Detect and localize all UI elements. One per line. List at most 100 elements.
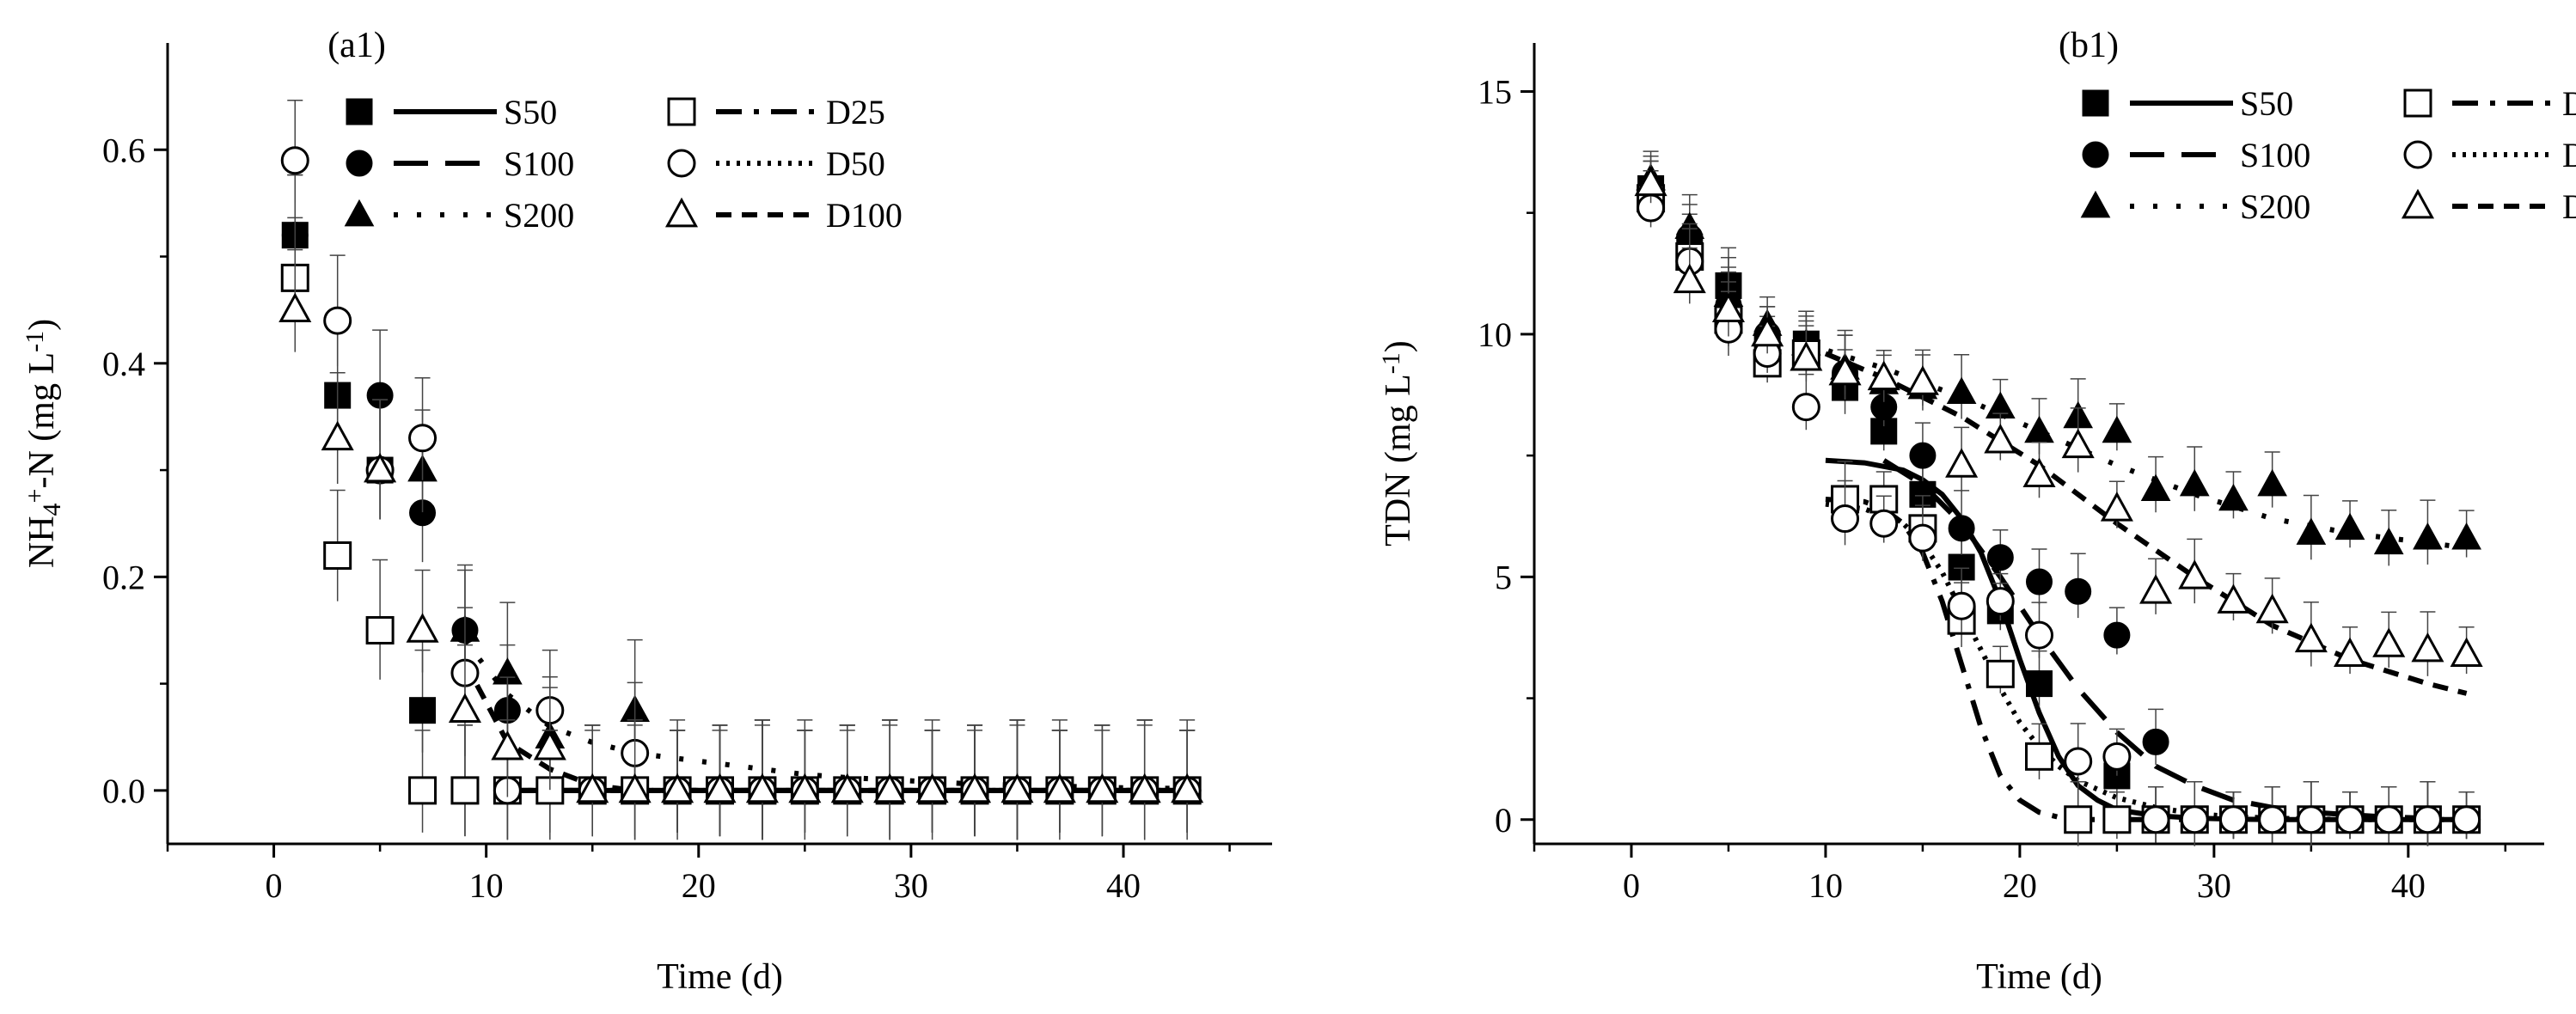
legend-label: S50 <box>504 93 557 131</box>
x-tick-label: 20 <box>682 866 716 905</box>
data-point <box>282 148 308 174</box>
legend-label: S200 <box>504 196 574 235</box>
data-point <box>1949 516 1974 541</box>
y-axis-title: NH4+-N (mg L-1) <box>21 319 66 568</box>
data-point <box>493 733 522 759</box>
series-s50 <box>1638 161 2480 846</box>
data-point <box>2258 596 2286 622</box>
legend-label: S200 <box>2240 187 2310 226</box>
legend-marker <box>346 150 372 176</box>
data-point <box>2414 523 2442 549</box>
data-point <box>2027 743 2053 769</box>
data-point <box>2454 807 2480 833</box>
data-point <box>2260 807 2285 833</box>
data-point <box>452 778 478 803</box>
legend-marker <box>668 200 696 226</box>
y-tick-label: 0.0 <box>102 772 145 810</box>
data-point <box>2337 807 2363 833</box>
data-point <box>1949 593 1974 619</box>
y-tick-label: 5 <box>1495 558 1512 596</box>
legend-marker <box>2083 90 2108 116</box>
data-point <box>2219 485 2248 510</box>
data-point <box>410 698 436 724</box>
y-axis-title-part: -1 <box>1377 352 1405 374</box>
legend-label: S50 <box>2240 84 2293 123</box>
data-point <box>2181 470 2209 496</box>
x-tick-label: 0 <box>266 866 283 905</box>
data-point <box>2025 417 2053 443</box>
x-tick-label: 10 <box>469 866 504 905</box>
x-axis-title: Time (d) <box>657 957 783 997</box>
data-point <box>2065 748 2091 774</box>
data-point <box>2220 807 2246 833</box>
data-point <box>2298 807 2324 833</box>
legend-label: D50 <box>2562 136 2576 174</box>
legend-marker <box>346 99 372 125</box>
data-point <box>2258 470 2286 496</box>
data-point <box>410 778 436 803</box>
panel-label: (a1) <box>327 26 386 65</box>
x-axis-title: Time (d) <box>1976 957 2102 997</box>
data-point <box>2181 562 2209 588</box>
legend-marker <box>2083 142 2108 168</box>
data-point <box>2104 622 2130 648</box>
data-point <box>323 424 352 449</box>
y-axis-title-part: ) <box>22 319 62 331</box>
y-axis-title-part: -N (mg L <box>22 352 62 489</box>
series-s100 <box>282 175 1200 840</box>
data-point <box>1910 443 1936 468</box>
y-axis-title-part: ) <box>1379 340 1418 352</box>
data-point <box>2181 807 2207 833</box>
data-point <box>1987 661 2013 687</box>
legend-label: D25 <box>2562 84 2576 123</box>
data-point <box>2027 569 2053 595</box>
data-point <box>2027 671 2053 697</box>
fit-line-s200 <box>465 641 1187 788</box>
data-point <box>2336 514 2365 540</box>
legend-marker <box>346 200 374 226</box>
x-tick-label: 40 <box>2391 866 2426 905</box>
data-point <box>2219 586 2248 612</box>
data-point <box>2143 729 2169 754</box>
x-tick-label: 30 <box>2197 866 2231 905</box>
data-point <box>1833 506 1858 532</box>
legend-label: S100 <box>504 144 574 183</box>
fit-line-d25 <box>1826 499 2194 820</box>
data-point <box>1987 545 2013 571</box>
data-point <box>2142 475 2170 501</box>
x-tick-label: 40 <box>1106 866 1141 905</box>
data-point <box>1948 378 1976 404</box>
y-axis-title-part: TDN (mg L <box>1379 374 1418 547</box>
data-point <box>450 696 479 722</box>
y-tick-label: 15 <box>1478 72 1512 111</box>
fit-line-d100 <box>465 663 1187 791</box>
data-point <box>2104 743 2130 769</box>
series-d25 <box>1638 171 2480 846</box>
series-d100 <box>1637 156 2481 676</box>
data-point <box>1910 525 1936 551</box>
data-point <box>2452 640 2481 666</box>
series-s100 <box>1638 161 2480 846</box>
data-point <box>2375 630 2403 656</box>
fit-line-s200 <box>1806 344 2466 547</box>
data-point <box>2143 807 2169 833</box>
data-point <box>2452 523 2481 549</box>
data-point <box>2414 635 2442 661</box>
legend-marker <box>2405 90 2431 116</box>
data-point <box>1793 394 1819 420</box>
data-point <box>325 542 351 568</box>
fit-line-s100 <box>1884 461 2467 819</box>
data-point <box>1987 589 2013 614</box>
series-d100 <box>281 250 1202 840</box>
y-axis-title-part: -1 <box>21 331 49 352</box>
y-tick-label: 0.6 <box>102 131 145 169</box>
x-tick-label: 10 <box>1808 866 1843 905</box>
legend-marker <box>669 99 694 125</box>
data-point <box>2102 494 2131 520</box>
series-d25 <box>282 217 1200 840</box>
